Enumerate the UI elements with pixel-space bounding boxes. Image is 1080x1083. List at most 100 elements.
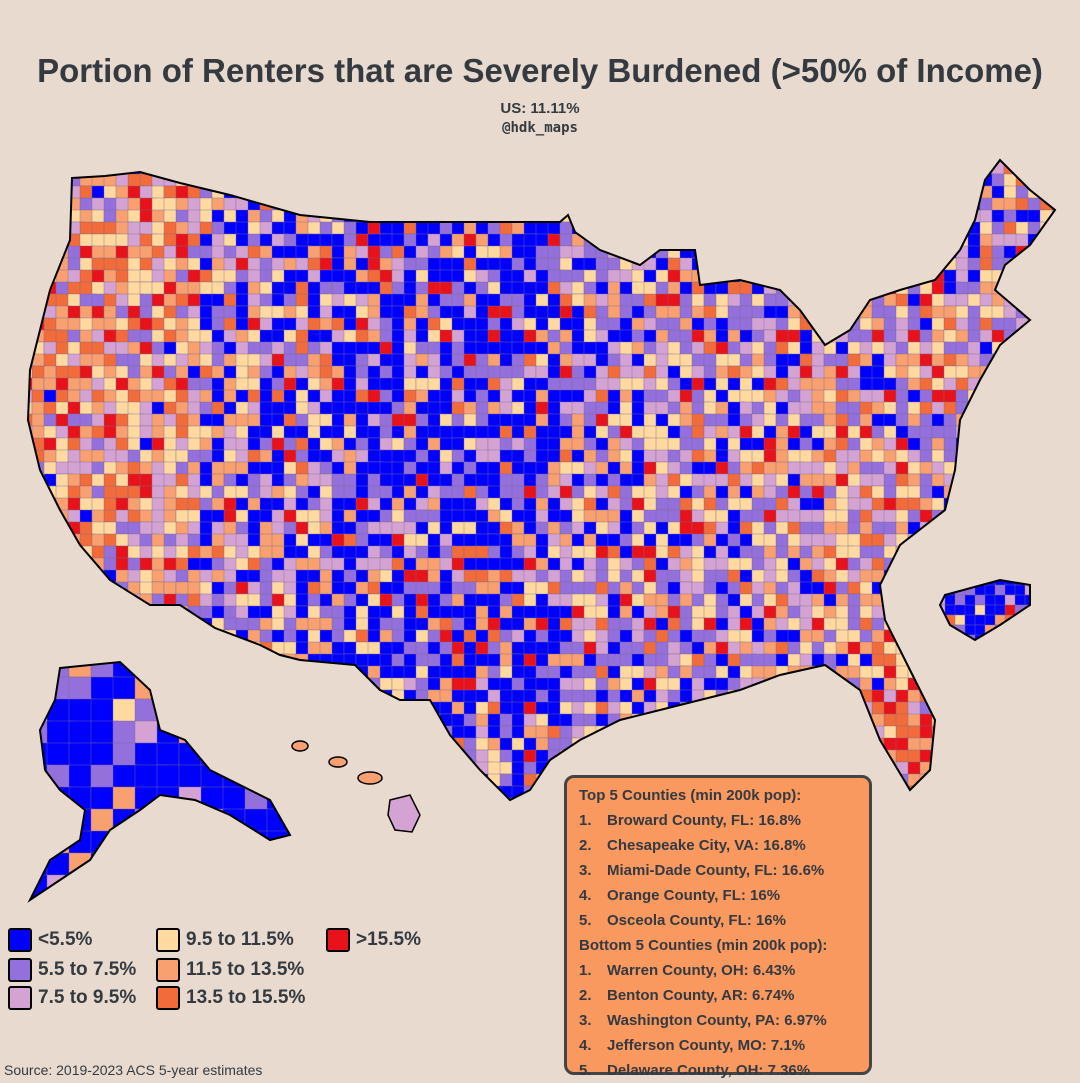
county-cell <box>511 341 525 356</box>
county-cell <box>43 160 58 168</box>
county-cell <box>439 161 453 176</box>
county-cell <box>823 173 838 188</box>
county-cell <box>871 269 888 283</box>
county-cell <box>319 725 335 742</box>
county-cell <box>967 785 981 800</box>
county-cell <box>847 233 865 247</box>
county-cell <box>511 521 525 535</box>
county-cell <box>823 737 841 755</box>
county-cell <box>43 593 60 608</box>
county-cell <box>1027 389 1044 403</box>
county-cell <box>127 557 141 572</box>
county-cell <box>55 629 71 646</box>
county-cell <box>55 545 73 561</box>
county-cell <box>343 797 359 800</box>
county-cell <box>631 245 645 264</box>
county-cell <box>871 257 890 275</box>
county-cell <box>475 160 489 164</box>
county-cell <box>967 773 985 790</box>
county-cell <box>787 749 806 763</box>
county-cell <box>46 808 74 834</box>
county-cell <box>1027 761 1045 777</box>
county-cell <box>31 797 48 800</box>
county-cell <box>187 317 202 331</box>
county-cell <box>1015 257 1033 275</box>
county-cell <box>991 377 1008 391</box>
county-cell <box>811 497 826 511</box>
county-cell <box>667 737 685 756</box>
county-cell <box>1027 533 1046 551</box>
county-cell <box>907 353 922 368</box>
county-cell <box>787 761 804 776</box>
county-cell <box>67 581 81 600</box>
county-cell <box>799 173 814 189</box>
county-cell <box>967 689 985 704</box>
county-cell <box>655 545 669 560</box>
county-cell <box>571 293 586 308</box>
county-cell <box>244 698 272 725</box>
county-cell <box>1003 401 1022 416</box>
county-cell <box>391 185 405 202</box>
county-cell <box>1003 665 1019 682</box>
county-cell <box>90 698 116 725</box>
county-cell <box>655 197 670 215</box>
county-cell <box>979 485 998 501</box>
county-cell <box>163 677 177 691</box>
county-cell <box>151 641 168 660</box>
county-cell <box>523 185 538 202</box>
county-cell <box>223 160 239 167</box>
county-cell <box>247 569 261 583</box>
county-cell <box>931 749 945 768</box>
county-cell <box>403 761 422 779</box>
county-cell <box>931 545 946 564</box>
county-cell <box>295 677 313 694</box>
county-cell <box>271 160 285 164</box>
county-cell <box>163 701 180 719</box>
county-cell <box>43 533 62 550</box>
county-cell <box>943 737 958 752</box>
county-cell <box>631 761 646 775</box>
county-cell <box>811 725 829 744</box>
county-cell <box>319 689 334 705</box>
county-cell <box>1051 425 1055 443</box>
county-cell <box>859 185 873 204</box>
county-cell <box>222 896 250 900</box>
county-cell <box>763 185 777 200</box>
county-cell <box>31 257 47 276</box>
county-cell <box>1015 545 1029 560</box>
county-cell <box>235 725 254 741</box>
county-cell <box>775 749 791 765</box>
county-cell <box>463 197 481 211</box>
county-cell <box>163 161 182 177</box>
county-cell <box>715 329 730 344</box>
county-cell <box>1003 341 1017 359</box>
county-cell <box>619 233 636 251</box>
county-cell <box>43 569 62 583</box>
county-cell <box>1015 665 1030 684</box>
county-cell <box>775 269 794 286</box>
county-cell <box>1039 581 1055 598</box>
county-cell <box>895 161 913 179</box>
county-cell <box>307 797 321 800</box>
county-cell <box>43 617 61 631</box>
county-cell <box>739 185 755 201</box>
county-cell <box>823 221 839 238</box>
county-cell <box>943 221 961 240</box>
county-cell <box>31 269 47 286</box>
county-cell <box>211 160 228 163</box>
county-cell <box>703 197 721 213</box>
county-cell <box>991 797 1005 800</box>
county-cell <box>991 641 1005 657</box>
county-cell <box>895 449 910 464</box>
county-cell <box>499 197 514 213</box>
county-cell <box>1003 437 1018 451</box>
county-cell <box>823 197 838 216</box>
county-cell <box>247 713 266 731</box>
county-cell <box>847 221 864 236</box>
county-cell <box>211 665 225 682</box>
county-cell <box>523 197 538 211</box>
county-cell <box>1039 497 1054 512</box>
county-cell <box>67 557 82 576</box>
county-cell <box>156 764 181 789</box>
county-cell <box>1039 317 1055 332</box>
